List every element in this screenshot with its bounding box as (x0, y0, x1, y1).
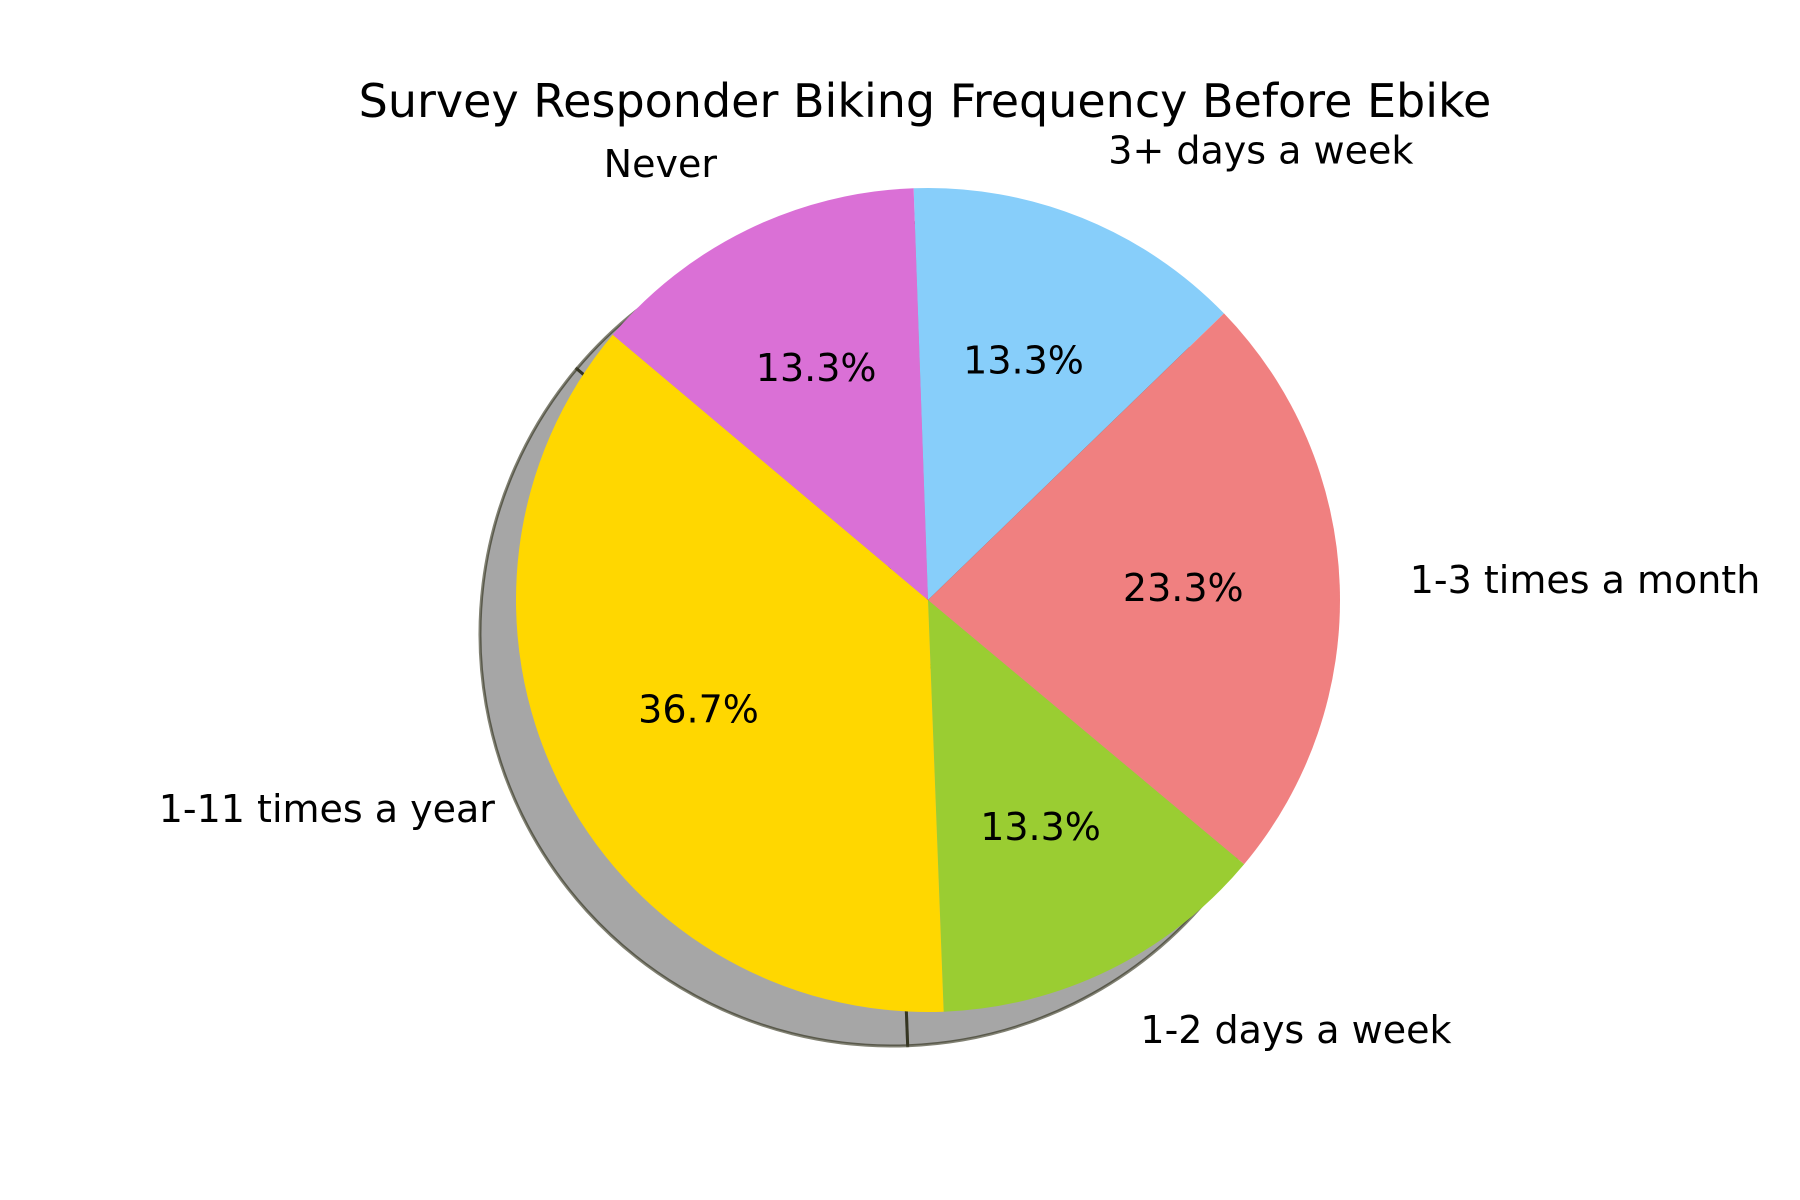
slice-label: 3+ days a week (1108, 128, 1413, 172)
pie-slice-1-3-times-a-month (928, 313, 1340, 865)
percent-label: 13.3% (756, 346, 877, 390)
percent-labels: 13.3% 23.3% 13.3% 36.7% 13.3% (638, 339, 1243, 849)
percent-label: 36.7% (638, 688, 759, 732)
slice-labels: 3+ days a week 1-3 times a month 1-2 days … (159, 128, 1761, 1052)
pie-slice-3-days-a-week (913, 188, 1225, 600)
slice-label: 1-2 days a week (1140, 1008, 1451, 1052)
slice-label: 1-11 times a year (159, 787, 496, 831)
pie-slice-never (612, 188, 928, 600)
percent-label: 23.3% (1123, 566, 1244, 610)
percent-label: 13.3% (963, 339, 1084, 383)
pie-slices (515, 188, 1340, 1012)
percent-label: 13.3% (980, 805, 1101, 849)
chart-title: Survey Responder Biking Frequency Before… (359, 74, 1492, 128)
pie-slice-1-2-days-a-week (928, 600, 1245, 1012)
pie-slice-1-11-times-a-year (515, 334, 944, 1012)
slice-label: 1-3 times a month (1410, 558, 1761, 602)
slice-label: Never (604, 142, 718, 186)
